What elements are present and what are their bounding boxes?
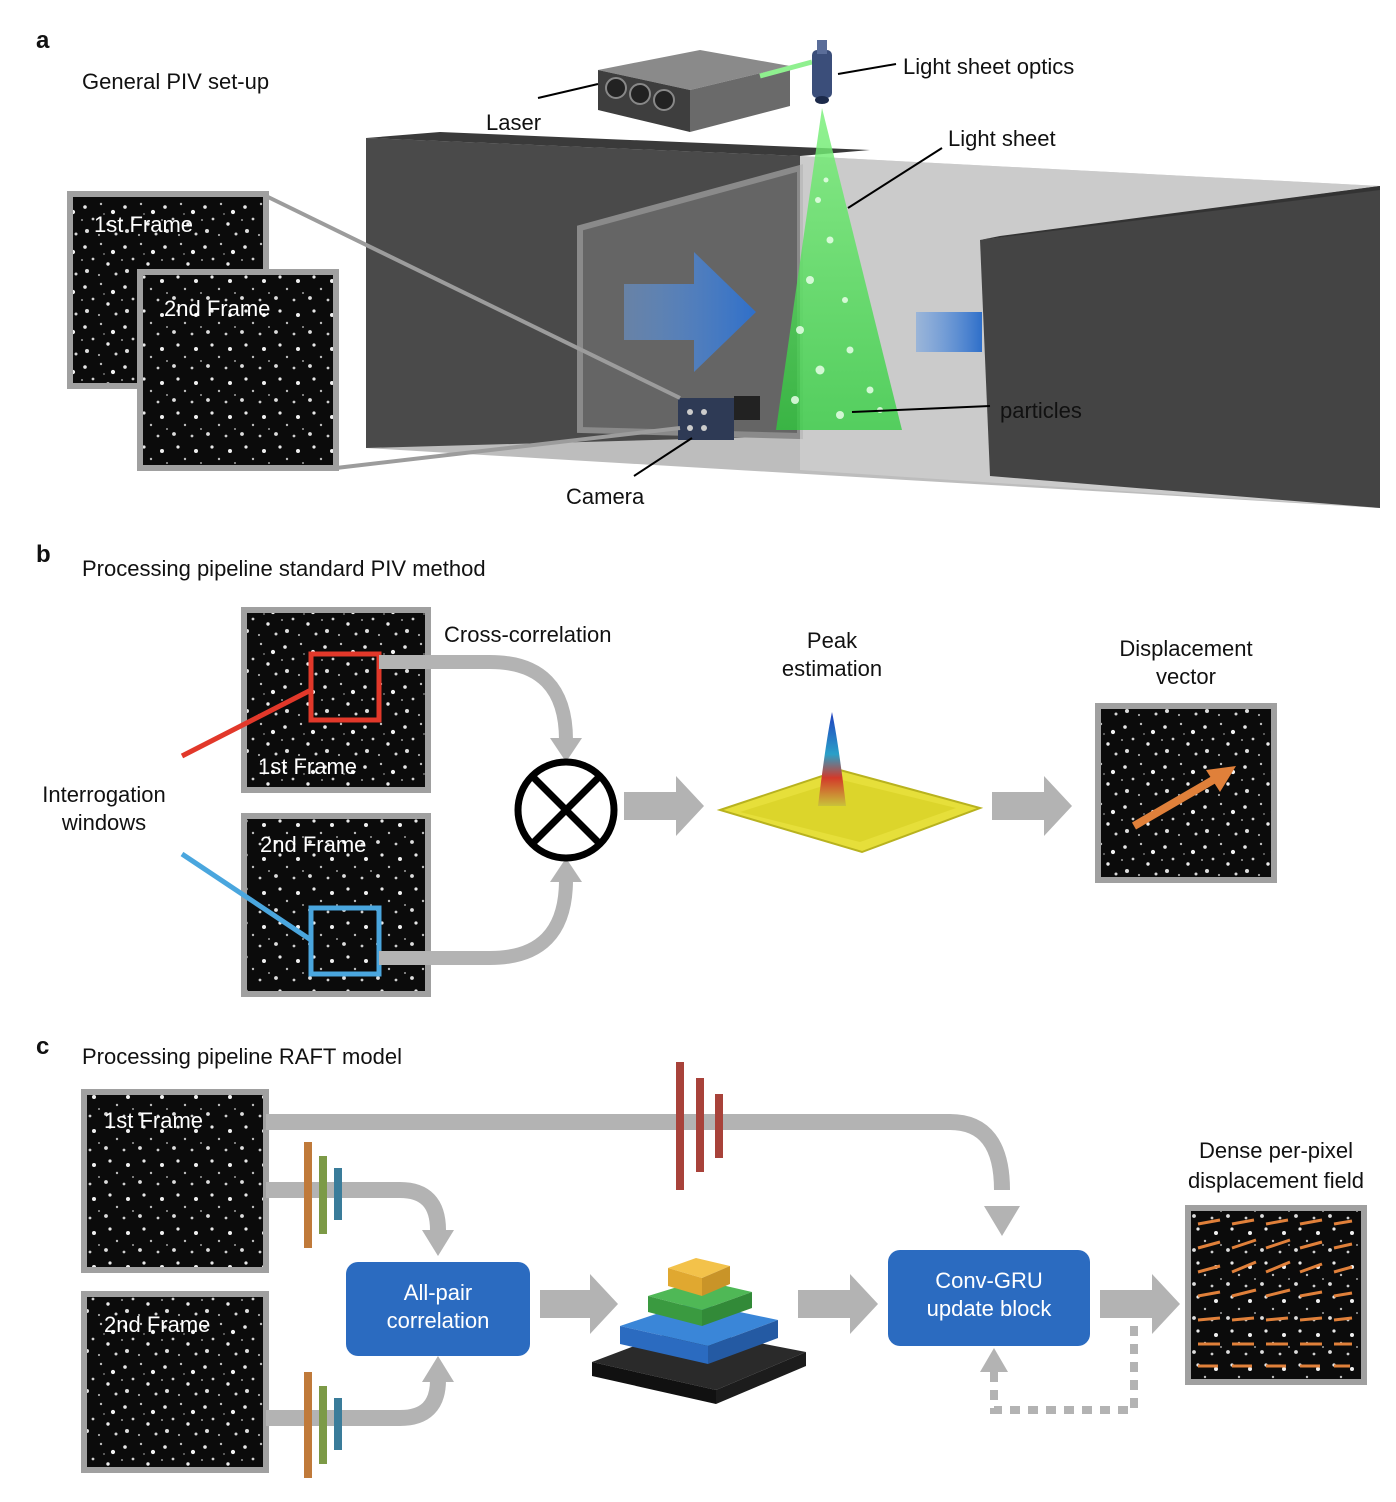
optics-callout-line	[837, 63, 897, 75]
particles-label: particles	[1000, 398, 1082, 423]
context-arrowhead	[984, 1206, 1020, 1236]
context-encoder-icon	[676, 1062, 723, 1190]
interrogation-label-line-1: Interrogation	[42, 782, 166, 807]
panel-b: b Processing pipeline standard PIV metho…	[36, 541, 1277, 997]
feature-path-1	[266, 1182, 446, 1231]
dense-label-line-2: displacement field	[1188, 1168, 1364, 1193]
light-sheet-optics-label: Light sheet optics	[903, 54, 1074, 79]
corr-arrowhead-top	[550, 738, 582, 762]
flow-channel	[366, 132, 1380, 508]
displacement-label-line-1: Displacement	[1119, 636, 1252, 661]
interrogation-window-blue	[308, 905, 382, 977]
light-sheet-optics-device	[812, 40, 832, 104]
displacement-vector-frame	[1095, 703, 1277, 883]
panel-a: a General PIV set-up	[36, 27, 1380, 509]
interrogation-label-line-2: windows	[61, 810, 146, 835]
displacement-label-line-2: vector	[1156, 664, 1216, 689]
panel-a-title: General PIV set-up	[82, 69, 269, 94]
feature-encoder-icon-1	[304, 1142, 342, 1248]
dense-displacement-field	[1185, 1205, 1367, 1385]
panel-c-frame-2: 2nd Frame	[81, 1291, 269, 1473]
context-path	[266, 1114, 1010, 1191]
panel-a-frame-2: 2nd Frame	[137, 269, 339, 471]
cross-correlation-operator-icon	[514, 758, 618, 862]
conv-gru-label-line-2: update block	[927, 1296, 1053, 1321]
cross-correlation-label: Cross-correlation	[444, 622, 612, 647]
panel-c-frame-2-label: 2nd Frame	[104, 1312, 210, 1337]
arrow-to-peak	[624, 776, 704, 836]
feature-path-2	[266, 1379, 446, 1426]
flow-arrow-large	[624, 252, 756, 372]
dense-label-line-1: Dense per-pixel	[1199, 1138, 1353, 1163]
peak-label-line-1: Peak	[807, 628, 858, 653]
laser-label: Laser	[486, 110, 541, 135]
corr-path-bottom	[379, 879, 573, 965]
light-sheet	[776, 108, 902, 430]
light-sheet-callout-line	[847, 147, 943, 209]
conv-gru-block: Conv-GRU update block	[888, 1250, 1090, 1346]
arrow-to-pyramid	[540, 1274, 618, 1334]
panel-c-letter: c	[36, 1033, 49, 1060]
laser-beam	[759, 59, 813, 79]
corr-path-top	[379, 655, 573, 741]
camera-label: Camera	[566, 484, 645, 509]
camera-view-line-bottom	[335, 426, 681, 470]
panel-a-frame-2-label: 2nd Frame	[164, 296, 270, 321]
flow-arrow-small	[916, 312, 982, 352]
interrogation-window-red	[308, 651, 382, 723]
laser-callout-line	[537, 83, 599, 99]
peak-label-line-2: estimation	[782, 656, 882, 681]
panel-b-frame-2-label: 2nd Frame	[260, 832, 366, 857]
interrogation-pointer-red	[180, 687, 313, 759]
light-sheet-particles	[791, 177, 883, 419]
iteration-feedback-arrowhead	[980, 1348, 1008, 1372]
panel-c-frame-1-label: 1st Frame	[104, 1108, 203, 1133]
particles-callout-line	[851, 405, 991, 413]
panel-c-title: Processing pipeline RAFT model	[82, 1044, 402, 1069]
panel-a-frame-1-label: 1st Frame	[94, 212, 193, 237]
laser-device	[598, 50, 790, 132]
feature-arrowhead-2	[422, 1356, 454, 1382]
camera-device	[678, 396, 760, 440]
light-sheet-label: Light sheet	[948, 126, 1056, 151]
panel-b-frame-1-label: 1st Frame	[258, 754, 357, 779]
arrow-to-displacement	[992, 776, 1072, 836]
panel-c: c Processing pipeline RAFT model 1st Fra…	[36, 1033, 1367, 1478]
feature-encoder-icon-2	[304, 1372, 342, 1478]
feature-arrowhead-1	[422, 1230, 454, 1256]
panel-b-frame-2: 2nd Frame	[241, 813, 431, 997]
conv-gru-label-line-1: Conv-GRU	[935, 1268, 1043, 1293]
all-pair-correlation-block: All-pair correlation	[346, 1262, 530, 1356]
correlation-pyramid-icon	[592, 1258, 806, 1404]
iteration-feedback-path	[990, 1308, 1138, 1414]
interrogation-pointer-blue	[180, 851, 313, 943]
corr-arrowhead-bottom	[550, 858, 582, 882]
arrow-to-flow-field	[1100, 1274, 1180, 1334]
panel-b-title: Processing pipeline standard PIV method	[82, 556, 486, 581]
panel-c-frame-1: 1st Frame	[81, 1089, 269, 1273]
panel-a-letter: a	[36, 27, 50, 54]
panel-b-letter: b	[36, 541, 51, 568]
correlation-peak-surface	[716, 712, 984, 854]
camera-callout-line	[633, 437, 693, 477]
camera-view-line-top	[265, 194, 681, 400]
all-pair-label-line-2: correlation	[387, 1308, 490, 1333]
panel-b-frame-1: 1st Frame	[241, 607, 431, 793]
all-pair-label-line-1: All-pair	[404, 1280, 472, 1305]
arrow-to-gru	[798, 1274, 878, 1334]
